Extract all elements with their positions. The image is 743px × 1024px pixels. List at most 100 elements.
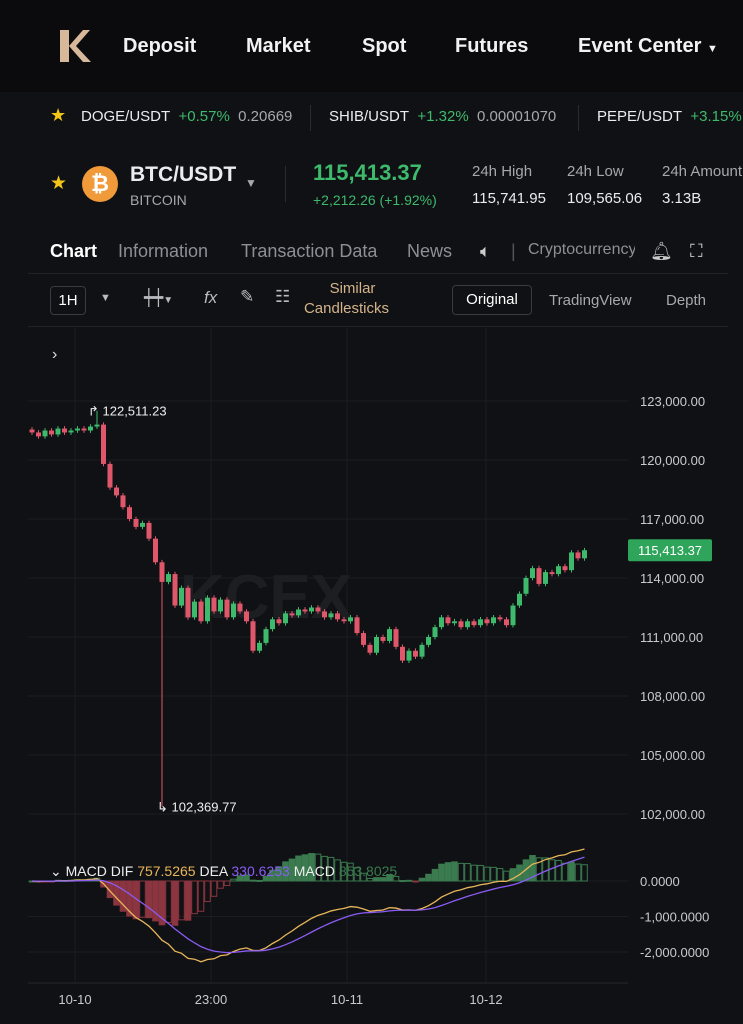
view-original[interactable]: Original — [452, 285, 532, 315]
macd-histogram-bar — [340, 861, 348, 882]
macd-histogram-bar — [197, 880, 205, 912]
macd-histogram-bar — [295, 855, 302, 882]
tab-news[interactable]: News — [407, 241, 453, 261]
candle-body — [484, 619, 490, 624]
candle-body — [562, 566, 568, 571]
tab-chart[interactable]: Chart — [50, 241, 98, 261]
candle-body — [374, 637, 379, 653]
candle-body — [192, 601, 197, 618]
macd-histogram-bar — [126, 880, 133, 917]
candle-body — [68, 430, 74, 433]
dea-line — [31, 856, 585, 954]
star-icon[interactable]: ★ — [50, 105, 67, 125]
pencil-icon[interactable]: ✎ — [240, 287, 255, 306]
candle-body — [387, 629, 392, 641]
candle-body — [237, 603, 243, 612]
tab-information[interactable]: Information — [118, 241, 209, 261]
pair-symbol[interactable]: BTC/USDT — [130, 163, 237, 186]
expand-chevron-icon[interactable]: › — [52, 346, 57, 363]
indicator-fx-icon[interactable]: fx — [204, 288, 218, 307]
macd-histogram-bar — [522, 859, 530, 882]
candle-body — [419, 644, 425, 657]
macd-histogram-bar — [119, 880, 127, 912]
macd-histogram-bar — [236, 875, 244, 882]
nav-futures[interactable]: Futures — [455, 35, 529, 57]
ticker-item[interactable]: SHIB/USDT +1.32% 0.00001070 — [329, 108, 557, 125]
speaker-icon[interactable]: 🔈︎ — [480, 241, 491, 261]
pair-dropdown-icon[interactable]: ▼ — [245, 176, 257, 190]
macd-histogram-bar — [145, 880, 153, 919]
macd-histogram-bar — [457, 862, 465, 882]
candle-body — [94, 424, 100, 427]
fullscreen-icon[interactable]: ⛶ — [690, 241, 703, 261]
macd-histogram-bar — [243, 874, 250, 882]
candle-body — [276, 619, 282, 624]
ticker-item[interactable]: DOGE/USDT +0.57% 0.20669 — [81, 108, 293, 125]
macd-histogram-bar — [178, 880, 185, 921]
similar-candlesticks-button[interactable]: Similar Candlesticks — [303, 280, 390, 317]
x-tick-label: 23:00 — [195, 992, 228, 1007]
macd-histogram-bar — [184, 880, 192, 921]
macd-histogram-bar — [288, 858, 296, 882]
candle-body — [549, 572, 555, 575]
candle-body — [569, 552, 574, 571]
x-tick-label: 10-12 — [469, 992, 502, 1007]
y-tick-label: 105,000.00 — [640, 748, 705, 763]
nav-deposit[interactable]: Deposit — [123, 35, 197, 57]
macd-histogram-bar — [171, 880, 179, 926]
candle-body — [166, 574, 171, 582]
macd-histogram-bar — [139, 880, 146, 918]
nav-spot[interactable]: Spot — [362, 35, 407, 57]
pair-header: ★ ₿ BTC/USDT BITCOIN ▼ 115,413.37 +2,212… — [0, 148, 743, 220]
candle-body — [107, 463, 113, 488]
x-tick-label: 10-11 — [331, 992, 363, 1007]
nav-market[interactable]: Market — [246, 35, 311, 57]
view-depth[interactable]: Depth — [666, 292, 707, 309]
candle-body — [361, 633, 366, 645]
macd-histogram-bar — [451, 861, 458, 882]
candle-body — [426, 637, 431, 645]
stat-label: 24h Low — [567, 163, 624, 180]
macd-histogram-bar — [165, 880, 172, 923]
interval-dropdown-icon[interactable]: ▼ — [100, 292, 111, 304]
star-icon[interactable]: ★ — [50, 173, 68, 194]
stat-value: 115,741.95 — [472, 190, 546, 207]
macd-histogram-bar — [256, 879, 263, 882]
candle-body — [146, 522, 152, 539]
macd-histogram-bar — [444, 862, 452, 882]
candle-body — [354, 617, 360, 634]
nav-event-center-label: Event Center — [578, 35, 702, 57]
tab-cryptocurrency[interactable]: Cryptocurrency — [528, 241, 635, 258]
candle-body — [465, 621, 470, 628]
kcex-watermark: KCEX — [180, 563, 352, 632]
candle-body — [536, 568, 542, 584]
ticker-item[interactable]: PEPE/USDT +3.15% — [597, 108, 742, 125]
macd-histogram-bar — [321, 855, 328, 882]
macd-histogram-bar — [496, 868, 504, 882]
macd-y-tick-label: 0.0000 — [640, 874, 680, 889]
candle-type-icon[interactable]: ┿┿▼ — [144, 290, 174, 307]
macd-histogram-bar — [509, 868, 517, 882]
tab-transaction-data[interactable]: Transaction Data — [241, 241, 378, 261]
price-chart[interactable]: KCEX › 123,000.00 120,000.00 117,000.00 114… — [0, 328, 743, 1024]
interval-button[interactable]: 1H — [50, 286, 86, 315]
layout-list-icon[interactable]: ☷ — [275, 287, 291, 306]
view-tradingview[interactable]: TradingView — [549, 292, 632, 309]
macd-histogram-bar — [191, 880, 198, 915]
macd-histogram-bar — [152, 880, 159, 922]
candle-body — [211, 597, 217, 612]
candle-body — [302, 609, 308, 612]
macd-histogram-bar — [230, 878, 237, 882]
candle-body — [530, 568, 535, 578]
caret-down-icon: ▼ — [706, 43, 718, 55]
y-tick-label: 123,000.00 — [640, 394, 705, 409]
nav-event-center[interactable]: Event Center ▼ — [578, 35, 718, 58]
y-tick-label: 108,000.00 — [640, 689, 705, 704]
macd-histogram-bar — [347, 862, 354, 882]
macd-histogram-bar — [353, 867, 361, 882]
kcex-logo[interactable] — [57, 28, 91, 64]
macd-histogram-bar — [418, 877, 426, 882]
alert-bell-icon[interactable]: 🔔︎ — [650, 241, 673, 261]
bitcoin-icon: ₿ — [82, 166, 118, 202]
candle-body — [140, 522, 145, 527]
